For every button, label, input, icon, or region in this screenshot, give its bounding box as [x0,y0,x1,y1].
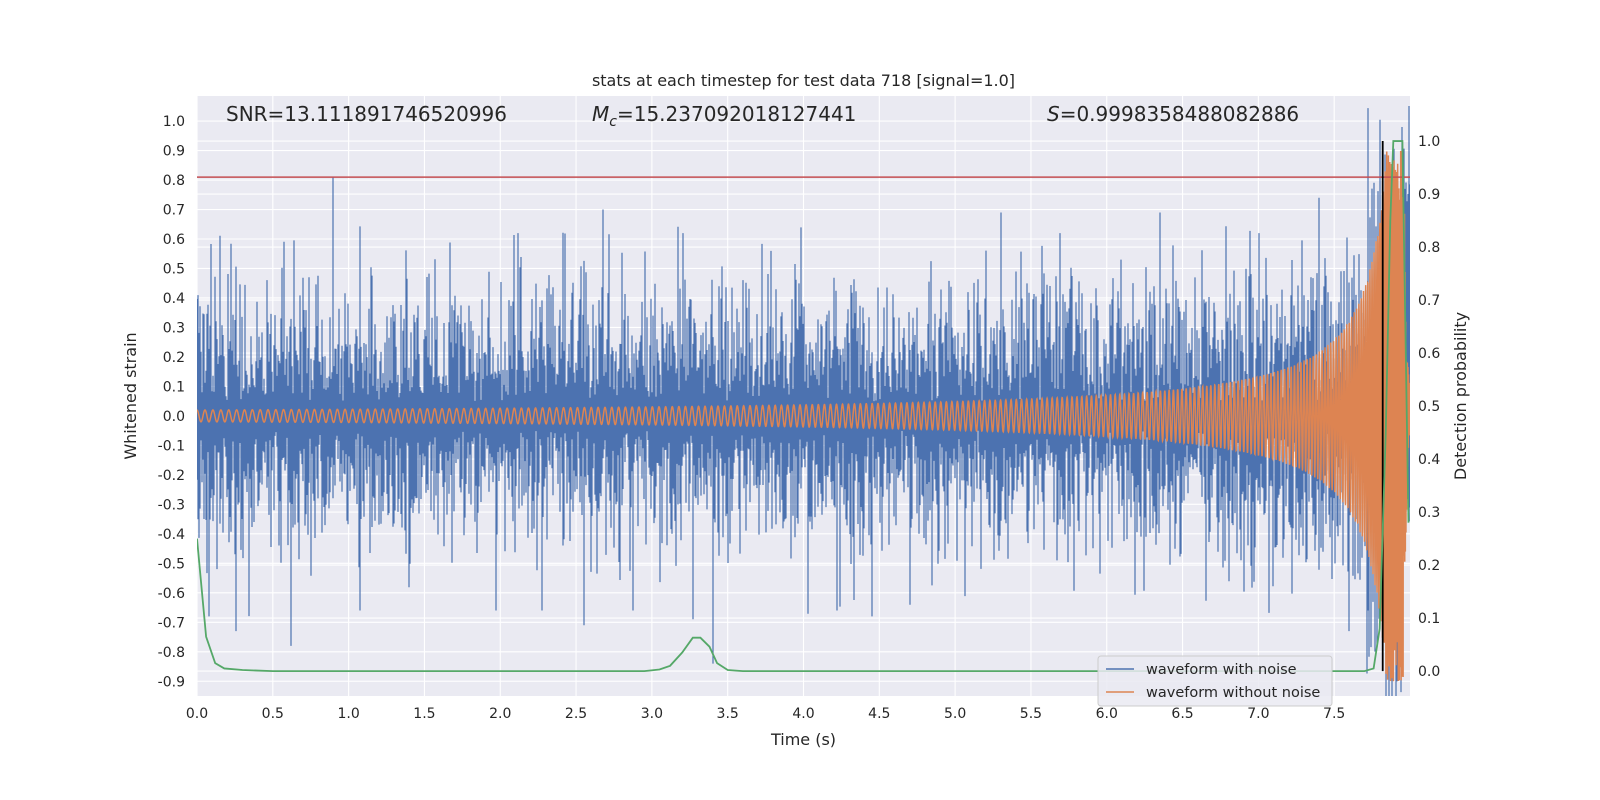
x-tick-label: 2.5 [565,706,587,722]
s-value: =0.9998358488082886 [1060,102,1299,126]
y-tick-label: -0.4 [158,527,185,543]
y-tick-label: 0.9 [163,144,185,160]
y2-tick-label: 0.0 [1418,664,1440,680]
mc-value: =15.237092018127441 [617,102,856,126]
y2-tick-label: 0.6 [1418,346,1440,362]
y2-tick-label: 0.7 [1418,293,1440,309]
y-tick-label: -0.9 [158,674,185,690]
x-tick-label: 2.0 [489,706,511,722]
y-tick-label: -0.5 [158,556,185,572]
x-tick-label: 0.5 [262,706,284,722]
clean-waveform-line [197,150,1410,682]
y-tick-label: 0.6 [163,232,185,248]
y-axis-label: Whitened strain [121,332,140,459]
y-tick-label: 1.0 [163,114,185,130]
y-tick-label: 0.2 [163,350,185,366]
y-tick-label: -0.8 [158,645,185,661]
y2-axis-label: Detection probability [1451,312,1470,480]
y-tick-label: 0.4 [163,291,185,307]
x-tick-label: 7.0 [1247,706,1269,722]
x-tick-label: 0.0 [186,706,208,722]
y-tick-label: -0.1 [158,438,185,454]
x-tick-label: 6.0 [1096,706,1118,722]
series-layer [197,106,1410,696]
y-tick-label: 0.1 [163,379,185,395]
s-symbol: S [1047,102,1060,126]
y2-tick-label: 0.8 [1418,240,1440,256]
y2-tick-label: 0.5 [1418,399,1440,415]
snr-annotation: SNR=13.111891746520996 [226,102,507,126]
y2-tick-label: 0.3 [1418,505,1440,521]
mc-subscript: c [609,114,617,130]
x-tick-label: 6.5 [1171,706,1193,722]
x-tick-label: 1.0 [337,706,359,722]
y-tick-label: 0.3 [163,320,185,336]
x-tick-label: 4.0 [792,706,814,722]
y2-tick-label: 0.9 [1418,187,1440,203]
y-tick-label: -0.7 [158,615,185,631]
x-tick-label: 3.5 [717,706,739,722]
x-tick-label: 1.5 [413,706,435,722]
y-tick-label: 0.0 [163,409,185,425]
y-tick-label: -0.2 [158,468,185,484]
y-axis-ticks: 1.0 0.9 0.8 0.7 0.6 0.5 0.4 0.3 0.2 0.1 0.0 -0.1 -0.… [158,114,185,690]
x-tick-label: 4.5 [868,706,890,722]
y2-tick-label: 0.4 [1418,452,1440,468]
chirp-mass-annotation: Mc=15.237092018127441 [592,102,856,130]
x-tick-label: 7.5 [1323,706,1345,722]
detection-probability-line [197,140,1410,672]
x-axis-label: Time (s) [770,730,836,749]
y-tick-label: 0.8 [163,173,185,189]
legend: waveform with noise waveform without noi… [1097,655,1333,707]
x-tick-label: 5.0 [944,706,966,722]
y2-axis-ticks: 1.0 0.9 0.8 0.7 0.6 0.5 0.4 0.3 0.2 0.1 0.0 [1418,134,1440,680]
score-annotation: S=0.9998358488082886 [1047,102,1299,126]
y-tick-label: 0.5 [163,261,185,277]
legend-box [1097,655,1333,707]
y-tick-label: -0.6 [158,586,185,602]
x-tick-label: 3.0 [641,706,663,722]
y2-tick-label: 0.2 [1418,558,1440,574]
chart-title: stats at each timestep for test data 718… [592,71,1015,90]
y-tick-label: 0.7 [163,203,185,219]
mc-symbol: M [592,102,609,126]
y2-tick-label: 1.0 [1418,134,1440,150]
legend-label-noise: waveform with noise [1146,662,1297,678]
y-tick-label: -0.3 [158,497,185,513]
legend-label-clean: waveform without noise [1146,685,1320,701]
x-axis-ticks: 0.0 0.5 1.0 1.5 2.0 2.5 3.0 3.5 4.0 4.5 5.0 5.5 6.0 6… [186,706,1345,722]
x-tick-label: 5.5 [1020,706,1042,722]
y2-tick-label: 0.1 [1418,611,1440,627]
